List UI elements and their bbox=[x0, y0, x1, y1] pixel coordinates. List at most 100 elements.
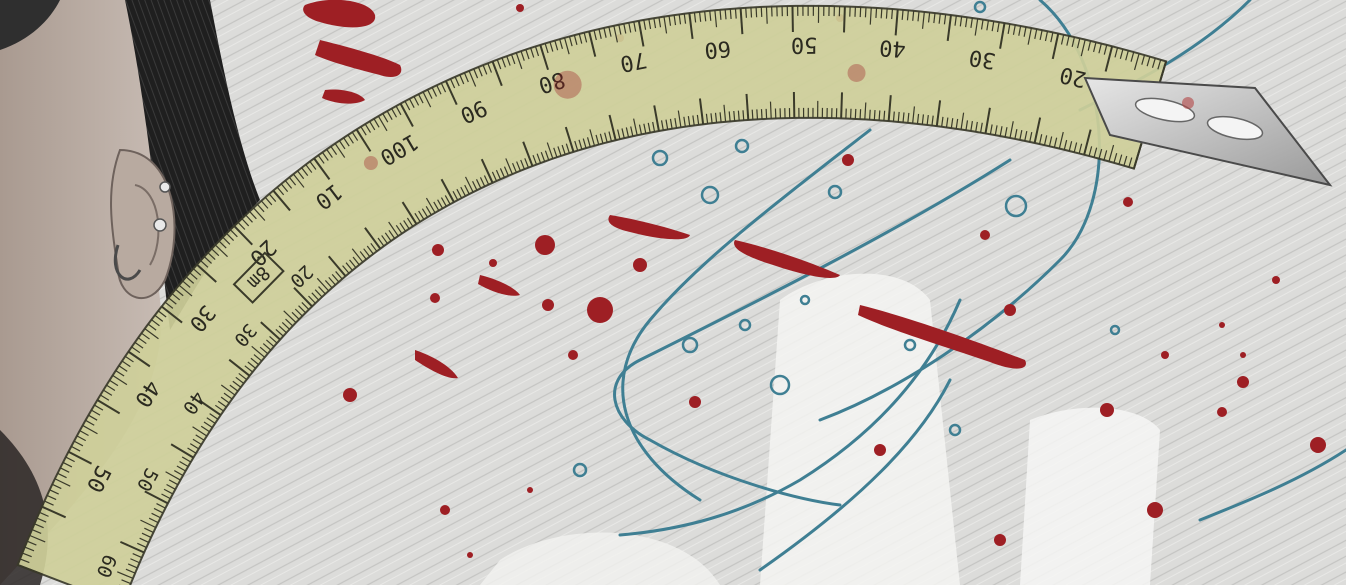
tape-tick bbox=[228, 358, 251, 377]
tape-tick bbox=[222, 236, 231, 245]
tape-tick bbox=[638, 124, 643, 135]
tape-tick bbox=[1060, 34, 1065, 45]
tape-tick bbox=[534, 46, 540, 57]
tape-tick bbox=[608, 26, 612, 37]
measuring-tape: 2030405060708090100102030405020304050608… bbox=[16, 4, 1168, 585]
tape-tick bbox=[589, 129, 596, 146]
tape-tick bbox=[1009, 121, 1014, 139]
tape-tick bbox=[709, 10, 712, 21]
tape-tick bbox=[945, 117, 949, 128]
tape-tick bbox=[729, 8, 732, 19]
tape-tick bbox=[214, 404, 224, 412]
tape-tick bbox=[750, 7, 753, 18]
tape-tick bbox=[137, 542, 147, 548]
tape-tick bbox=[79, 430, 89, 436]
tape-tick bbox=[17, 563, 43, 576]
tape-tick bbox=[1050, 32, 1054, 43]
tape-tick bbox=[449, 78, 456, 89]
tape-tick bbox=[141, 332, 150, 340]
tape-tick bbox=[1157, 59, 1162, 70]
tape-tick bbox=[164, 301, 174, 309]
tape-tick bbox=[532, 154, 538, 165]
tape-tick bbox=[171, 293, 181, 301]
tape-tick bbox=[118, 365, 128, 372]
tape-tick bbox=[281, 322, 290, 330]
tape-tick bbox=[163, 488, 174, 495]
tape-tick bbox=[595, 134, 600, 145]
tape-tick bbox=[1029, 132, 1033, 143]
tape-tick bbox=[259, 346, 269, 355]
tape-tick bbox=[19, 558, 30, 564]
tape-tick bbox=[859, 109, 862, 120]
tape-tick bbox=[673, 15, 677, 26]
tape-tick bbox=[724, 9, 727, 20]
tape-tick bbox=[338, 140, 346, 150]
tape-tick bbox=[151, 512, 161, 519]
blood-splatter bbox=[303, 0, 1326, 558]
tape-tick bbox=[54, 478, 71, 487]
tape-tick bbox=[229, 384, 239, 392]
tape-tick bbox=[688, 12, 694, 40]
tape-tick bbox=[1053, 137, 1058, 148]
tape-tick bbox=[648, 18, 652, 30]
tape-tick bbox=[249, 211, 257, 220]
tape-tick bbox=[1123, 155, 1128, 166]
tape-tick bbox=[1023, 26, 1027, 37]
tape-tick bbox=[1034, 28, 1038, 39]
tape-tick bbox=[938, 13, 941, 24]
tape-tick bbox=[1141, 54, 1146, 65]
tape-tick bbox=[168, 297, 177, 305]
tape-tick bbox=[698, 11, 702, 22]
tape-tick bbox=[144, 527, 154, 533]
tape-tick bbox=[647, 122, 651, 133]
tape-tick bbox=[168, 479, 179, 486]
tape-tick bbox=[950, 118, 954, 129]
tape-tick bbox=[728, 111, 731, 122]
tape-tick bbox=[175, 288, 184, 297]
tape-tick bbox=[109, 379, 119, 387]
tape-tick bbox=[440, 178, 455, 203]
tape-tick bbox=[897, 111, 900, 122]
tape-tick bbox=[544, 150, 550, 161]
tape-tick bbox=[391, 108, 398, 118]
tape-tick bbox=[1087, 40, 1092, 51]
tape-tick bbox=[984, 107, 991, 134]
tape-tick bbox=[49, 489, 59, 495]
tape-tick bbox=[327, 255, 347, 277]
tape-tick bbox=[94, 404, 104, 411]
tape-tick bbox=[166, 483, 176, 490]
tape-tick bbox=[864, 7, 867, 18]
tape-tick bbox=[955, 118, 959, 129]
tape-tick bbox=[946, 14, 952, 41]
tape-tick bbox=[209, 413, 219, 420]
tape-tick bbox=[268, 193, 277, 202]
tape-tick bbox=[328, 276, 336, 286]
tape-tick bbox=[305, 164, 313, 173]
tape-tick bbox=[1128, 157, 1133, 168]
tape-tick bbox=[395, 105, 402, 116]
tape-tick bbox=[1043, 135, 1048, 146]
tape-tick bbox=[1098, 43, 1102, 54]
tape-tick bbox=[530, 47, 535, 58]
tape-tick bbox=[696, 114, 700, 125]
tape-tick bbox=[147, 323, 157, 331]
tape-tick bbox=[652, 121, 656, 132]
tape-tick bbox=[618, 24, 622, 35]
tape-tick bbox=[41, 505, 67, 519]
tape-tick bbox=[1076, 38, 1081, 49]
tape-tick bbox=[161, 305, 183, 324]
tape-tick bbox=[433, 201, 440, 211]
tape-tick bbox=[217, 400, 227, 408]
tape-tick bbox=[931, 115, 934, 126]
tape-tick bbox=[100, 394, 110, 401]
tape-tick bbox=[301, 167, 309, 177]
tape-tick bbox=[677, 110, 682, 128]
tape-tick bbox=[525, 49, 530, 60]
tape-tick bbox=[178, 284, 193, 297]
tape-tick bbox=[472, 180, 478, 191]
tape-tick bbox=[181, 456, 192, 463]
tape-tick bbox=[452, 190, 459, 201]
tape-tick bbox=[280, 183, 289, 192]
tape-tick bbox=[468, 70, 477, 87]
tape-tick bbox=[29, 534, 46, 543]
